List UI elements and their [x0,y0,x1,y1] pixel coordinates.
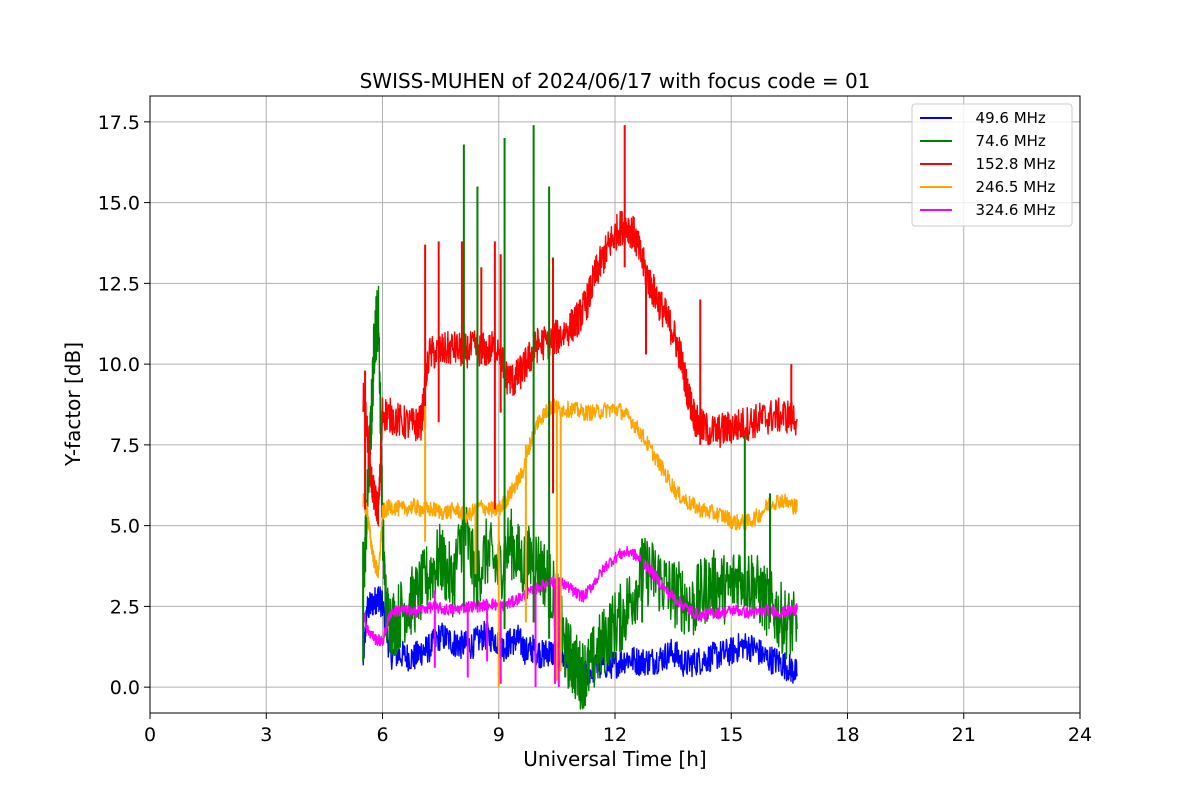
y-axis-label: Y-factor [dB] [61,342,85,467]
x-axis: 0 3 6 9 12 15 18 21 24 [144,713,1092,746]
y-tick-label: 7.5 [110,435,140,457]
x-tick-label: 18 [835,724,859,746]
series-spikes [362,125,793,688]
x-tick-label: 21 [952,724,976,746]
y-tick-label: 17.5 [98,112,140,134]
y-tick-label: 5.0 [110,516,140,538]
y-tick-label: 15.0 [98,193,140,215]
x-tick-label: 6 [376,724,388,746]
y-tick-label: 12.5 [98,273,140,295]
x-tick-label: 15 [719,724,743,746]
series-line [362,586,798,686]
y-tick-label: 0.0 [110,677,140,699]
chart-title: SWISS-MUHEN of 2024/06/17 with focus cod… [360,69,871,93]
legend-entry: 324.6 MHz [966,201,1055,219]
x-tick-label: 0 [144,724,156,746]
x-tick-label: 9 [493,724,505,746]
x-tick-label: 3 [260,724,272,746]
series-line [362,210,798,527]
legend-entry: 49.6 MHz [966,109,1046,127]
y-tick-label: 10.0 [98,354,140,376]
legend-entry: 74.6 MHz [966,132,1046,150]
y-axis: 0.0 2.5 5.0 7.5 10.0 12.5 15.0 17.5 [98,112,150,699]
plot-area [362,125,798,710]
x-axis-label: Universal Time [h] [523,747,706,771]
legend-entry: 152.8 MHz [966,155,1055,173]
legend-entry: 246.5 MHz [966,178,1055,196]
series-line [362,545,798,647]
x-tick-label: 12 [603,724,627,746]
legend-box [911,103,1073,227]
y-tick-label: 2.5 [110,596,140,618]
x-tick-label: 24 [1068,724,1092,746]
legend: 49.6 MHz 74.6 MHz 152.8 MHz 246.5 MHz 32… [911,103,1073,227]
